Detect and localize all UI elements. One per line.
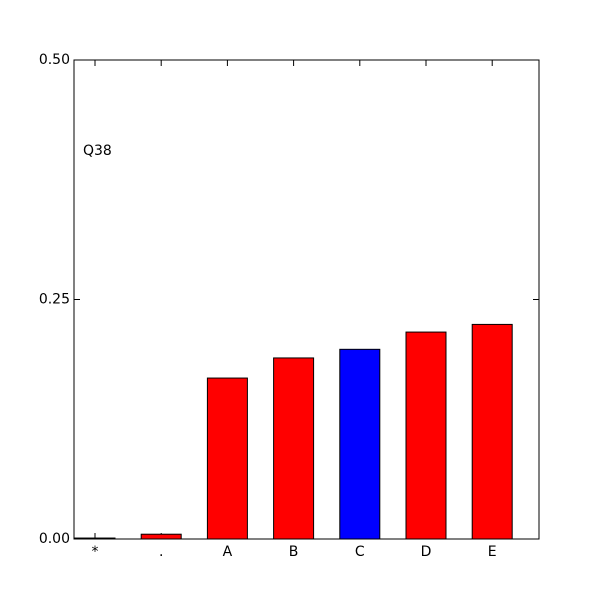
bar — [140, 533, 182, 540]
plot-frame — [73, 59, 540, 540]
y-tick-label: 0.50 — [39, 52, 70, 68]
bar — [471, 323, 513, 540]
y-tick-label: 0.00 — [39, 531, 70, 547]
bar — [206, 377, 248, 540]
x-tick-label: B — [289, 544, 299, 560]
annotation: Q38 — [83, 143, 112, 159]
bar — [273, 357, 315, 540]
x-tick-label: A — [223, 544, 233, 560]
y-tick-label: 0.25 — [39, 292, 70, 308]
x-tick-label: C — [355, 544, 365, 560]
x-tick-label: * — [92, 544, 99, 560]
x-tick-label: D — [421, 544, 432, 560]
x-tick-label: E — [488, 544, 497, 560]
bar — [405, 331, 447, 540]
bar — [339, 348, 381, 540]
x-tick-label: . — [159, 544, 163, 560]
